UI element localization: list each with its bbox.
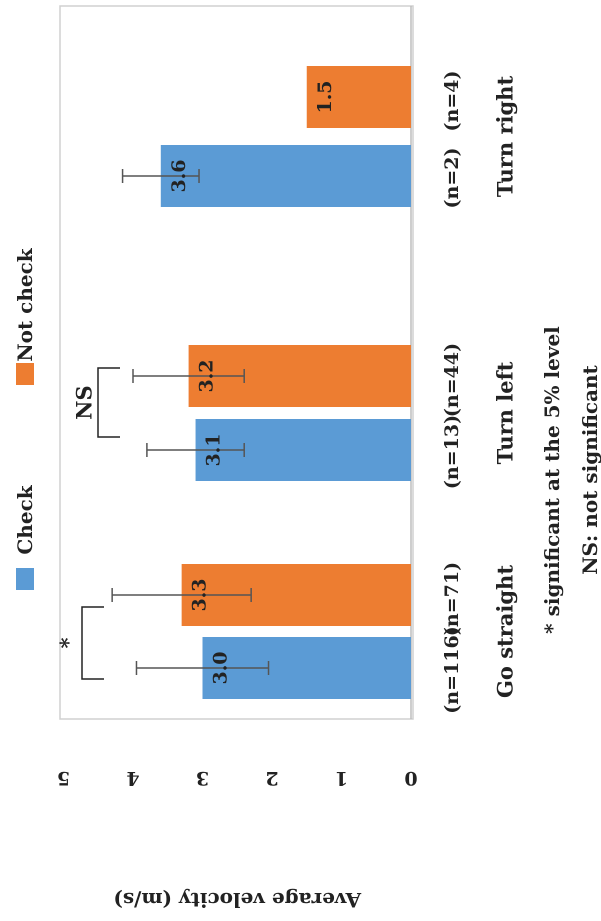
n-label-not-check: (n=44) bbox=[441, 343, 463, 417]
category-label: Turn left bbox=[493, 361, 518, 464]
significance-label: NS bbox=[72, 385, 97, 419]
category-label: Go straight bbox=[493, 565, 518, 698]
significance-label: * bbox=[56, 637, 81, 648]
x-tick-label: 1 bbox=[335, 767, 348, 789]
legend-label-check: Check bbox=[13, 484, 37, 554]
n-label-check: (n=116) bbox=[441, 626, 463, 713]
data-label: 1.5 bbox=[314, 80, 336, 113]
data-label: 3.1 bbox=[203, 433, 225, 466]
footnote-not-significant: NS: not significant bbox=[578, 364, 601, 574]
x-axis-title: Average velocity (m/s) bbox=[113, 888, 362, 912]
n-label-check: (n=2) bbox=[441, 148, 463, 209]
n-label-not-check: (n=4) bbox=[441, 71, 463, 132]
legend-swatch-not-check bbox=[16, 363, 34, 385]
plot-frame bbox=[59, 5, 414, 720]
bar-check bbox=[160, 145, 411, 207]
legend-swatch-check bbox=[16, 568, 34, 590]
x-tick-label: 0 bbox=[404, 767, 417, 789]
data-label: 3.0 bbox=[210, 651, 232, 684]
footnote-significant: * significant at the 5% level bbox=[540, 326, 564, 634]
x-tick-label: 5 bbox=[57, 767, 70, 789]
significance-bracket bbox=[97, 367, 120, 438]
legend-label-not-check: Not check bbox=[13, 247, 37, 361]
data-label: 3.3 bbox=[189, 578, 211, 611]
chart-rotated-group: 0 1 2 3 4 5 Average velocity (m/s) 3.0 3.3 (n=116… bbox=[13, 5, 601, 912]
x-tick-label: 3 bbox=[196, 767, 209, 789]
n-label-not-check: (n=71) bbox=[441, 562, 463, 636]
significance-bracket bbox=[81, 606, 104, 680]
x-tick-label: 4 bbox=[126, 767, 139, 789]
n-label-check: (n=13) bbox=[441, 415, 463, 489]
x-tick-label: 2 bbox=[265, 767, 278, 789]
data-label: 3.6 bbox=[168, 159, 190, 192]
category-label: Turn right bbox=[493, 76, 518, 198]
bar-not-check bbox=[306, 66, 411, 128]
data-label: 3.2 bbox=[196, 359, 218, 392]
